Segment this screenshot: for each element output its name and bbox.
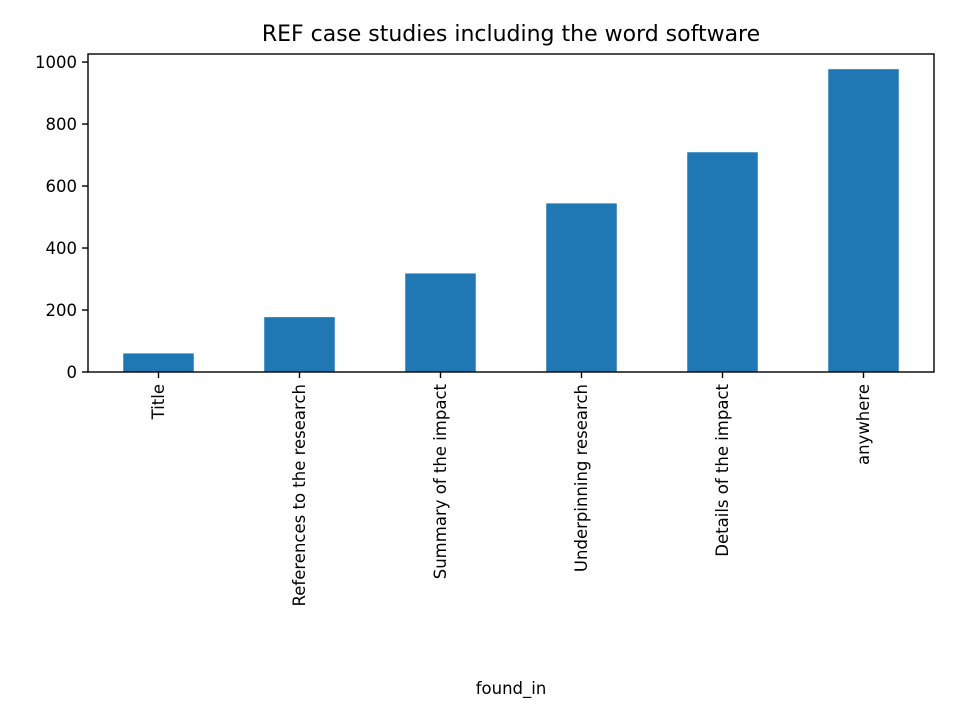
bar-references-to-the-research — [264, 317, 335, 372]
bar-underpinning-research — [546, 203, 617, 372]
y-tick-label: 400 — [46, 239, 78, 258]
x-tick-label: anywhere — [854, 384, 873, 465]
x-tick-label: Details of the impact — [713, 383, 732, 556]
bar-title — [123, 353, 194, 372]
bar-details-of-the-impact — [687, 152, 758, 372]
x-tick-label: Summary of the impact — [431, 383, 450, 579]
x-tick-label: References to the research — [290, 384, 309, 606]
x-axis-ticks: Title References to the research Summary o… — [149, 372, 873, 606]
bar-anywhere — [828, 69, 899, 372]
plot-frame — [87, 53, 935, 373]
y-tick-label: 600 — [46, 177, 78, 196]
x-axis-label: found_in — [476, 679, 547, 699]
y-tick-label: 0 — [67, 363, 78, 382]
x-tick-label: Title — [149, 384, 168, 420]
bars-layer — [123, 69, 899, 372]
y-tick-label: 200 — [46, 301, 78, 320]
y-tick-label: 800 — [46, 115, 78, 134]
y-axis-ticks: 0 200 400 600 800 1000 — [35, 53, 88, 382]
y-tick-label: 1000 — [35, 53, 77, 72]
chart-title: REF case studies including the word soft… — [262, 22, 760, 47]
bar-summary-of-the-impact — [405, 273, 476, 372]
x-tick-label: Underpinning research — [572, 384, 591, 572]
